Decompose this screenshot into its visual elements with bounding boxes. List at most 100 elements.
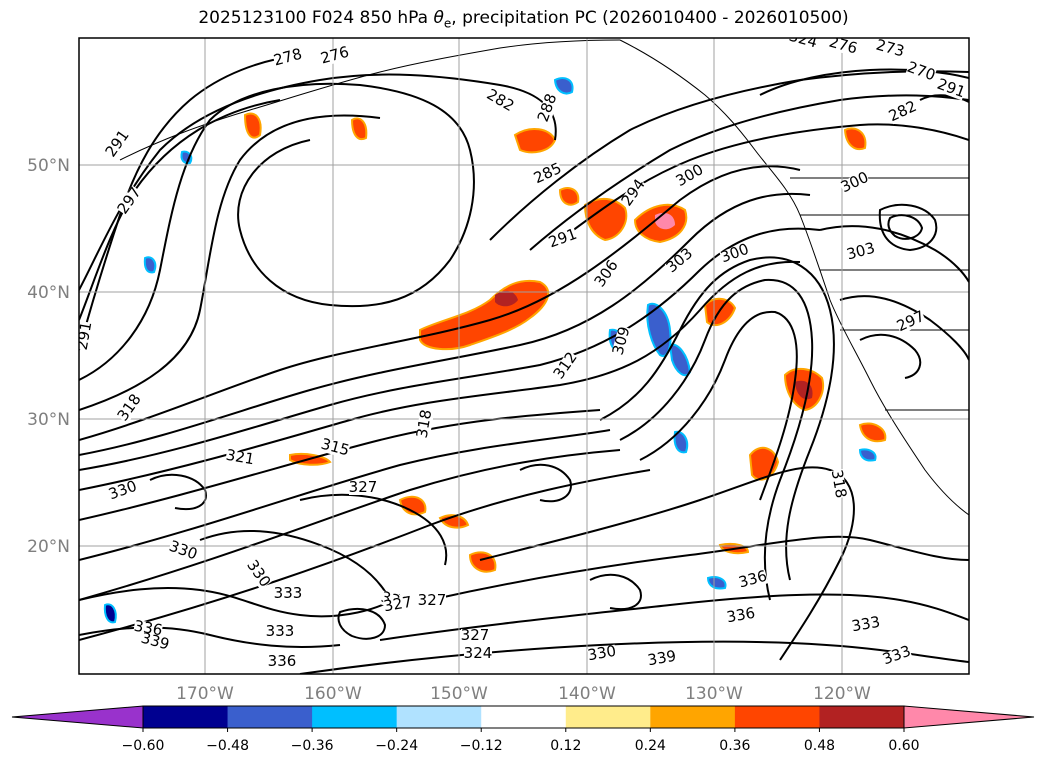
contour-line [489,70,969,241]
contour-label-bg [116,392,144,424]
contour-label-bg [532,161,564,187]
contour-line [79,469,651,641]
lon-label: 120°W [813,684,871,704]
precip-blob [398,495,427,516]
contour-label: 324 [464,644,493,662]
contour-label-bg [674,162,706,190]
contour-label: 333 [274,584,303,602]
contour-line [519,463,572,503]
contour-label-bg [266,625,294,639]
precip-blob [583,197,628,242]
contour-label-bg [646,649,678,669]
precip-blob [706,576,727,590]
contour-line [639,310,798,501]
colorbar-tick-label: −0.12 [460,738,503,754]
precip-blob [350,117,368,140]
contour-line [79,429,611,561]
contour-label: 336 [133,617,164,640]
contour-label-bg [107,479,139,503]
contour-label: 339 [646,647,677,670]
contour-line [79,449,621,601]
contour-line [919,94,969,103]
contour-line [379,593,969,641]
precip-blob [858,448,877,462]
contour-label-bg [415,408,435,440]
colorbar-tick-label: −0.24 [375,738,418,754]
colorbar-tick-label: 0.12 [550,738,581,754]
contour-line [887,214,924,240]
colorbar-segment [396,706,482,728]
contour-line [79,114,381,411]
contour-line [337,607,387,640]
colorbar-segment [734,706,820,728]
precip-blob [558,187,580,206]
colorbar-under-arrow [11,705,144,729]
contour-label: 330 [586,642,617,665]
contour-label-bg [611,325,633,357]
contour-line [479,466,855,661]
longitude-labels: 170°W 160°W 150°W 140°W 130°W 120°W [176,684,871,704]
contour-label-bg [139,631,171,653]
contour-label-bg [887,99,919,125]
contour-label-bg [586,644,618,664]
contour-label: 327 [382,593,413,616]
contour-line [79,165,801,441]
colorbar-tick-label: 0.60 [888,738,919,754]
contour-label-group: 2832762822882852912943003003033063092912… [79,36,968,670]
lon-label: 140°W [558,684,616,704]
contour-label-bg [593,258,621,290]
lat-label: 40°N [27,283,70,303]
contour-label: 333 [266,622,295,640]
precip-blob [858,422,887,443]
lat-label: 50°N [27,156,70,176]
colorbar-tick-label: −0.60 [122,738,165,754]
precip-blob [143,256,157,274]
colorbar-tick-label: 0.24 [635,738,666,754]
colorbar-segment [312,706,398,728]
contour-line [619,278,814,601]
contour-label-bg [104,128,132,160]
contour-line [559,123,969,241]
lon-label: 150°W [430,684,488,704]
contour-label-bg [845,241,877,263]
theta-symbol: θ [433,8,444,28]
title-suffix: , precipitation PC (2026010400 - 2026010… [451,8,849,28]
contour-label-bg [839,170,871,196]
contour-label: 318 [413,408,436,439]
contour-label-bg [244,558,272,590]
contour-label: 336 [268,652,297,670]
contour-label-bg [725,606,757,626]
contour-label-bg [461,629,489,643]
precip-shading [103,77,887,624]
contour-line [79,409,601,521]
colorbar-tick-label: −0.48 [206,738,249,754]
contour-line [859,333,922,379]
contour-label-bg [484,87,516,115]
latitude-labels: 50°N 40°N 30°N 20°N [27,156,70,557]
contour-line [79,54,301,351]
colorbar: −0.60 −0.48 −0.36 −0.24 −0.12 0.12 0.24 0.36 0.4… [11,705,1035,754]
colorbar-over-arrow [903,705,1035,729]
contour-label-bg [464,647,492,661]
contour-label-bg [536,92,560,124]
contour-label: 336 [725,604,756,627]
colorbar-tick-label: 0.48 [804,738,835,754]
contour-line [79,587,401,618]
contour-label-bg [895,309,927,335]
contour-label-bg [319,437,351,459]
colorbar-segment [650,706,736,728]
contour-label-bg [881,644,913,668]
colorbar-segment [227,706,313,728]
colorbar-segment [481,706,567,728]
colorbar-frame [142,705,905,729]
colorbar-tick-label: −0.36 [291,738,334,754]
contour-line [79,82,475,381]
precip-blob [513,128,557,154]
contour-label-bg [132,619,164,639]
contour-label-bg [850,615,882,635]
contour-label: 273 [874,36,906,61]
contour-line [589,573,642,610]
contour-label-bg [382,595,414,615]
contour-label-bg [719,242,751,266]
contour-line [79,192,811,456]
